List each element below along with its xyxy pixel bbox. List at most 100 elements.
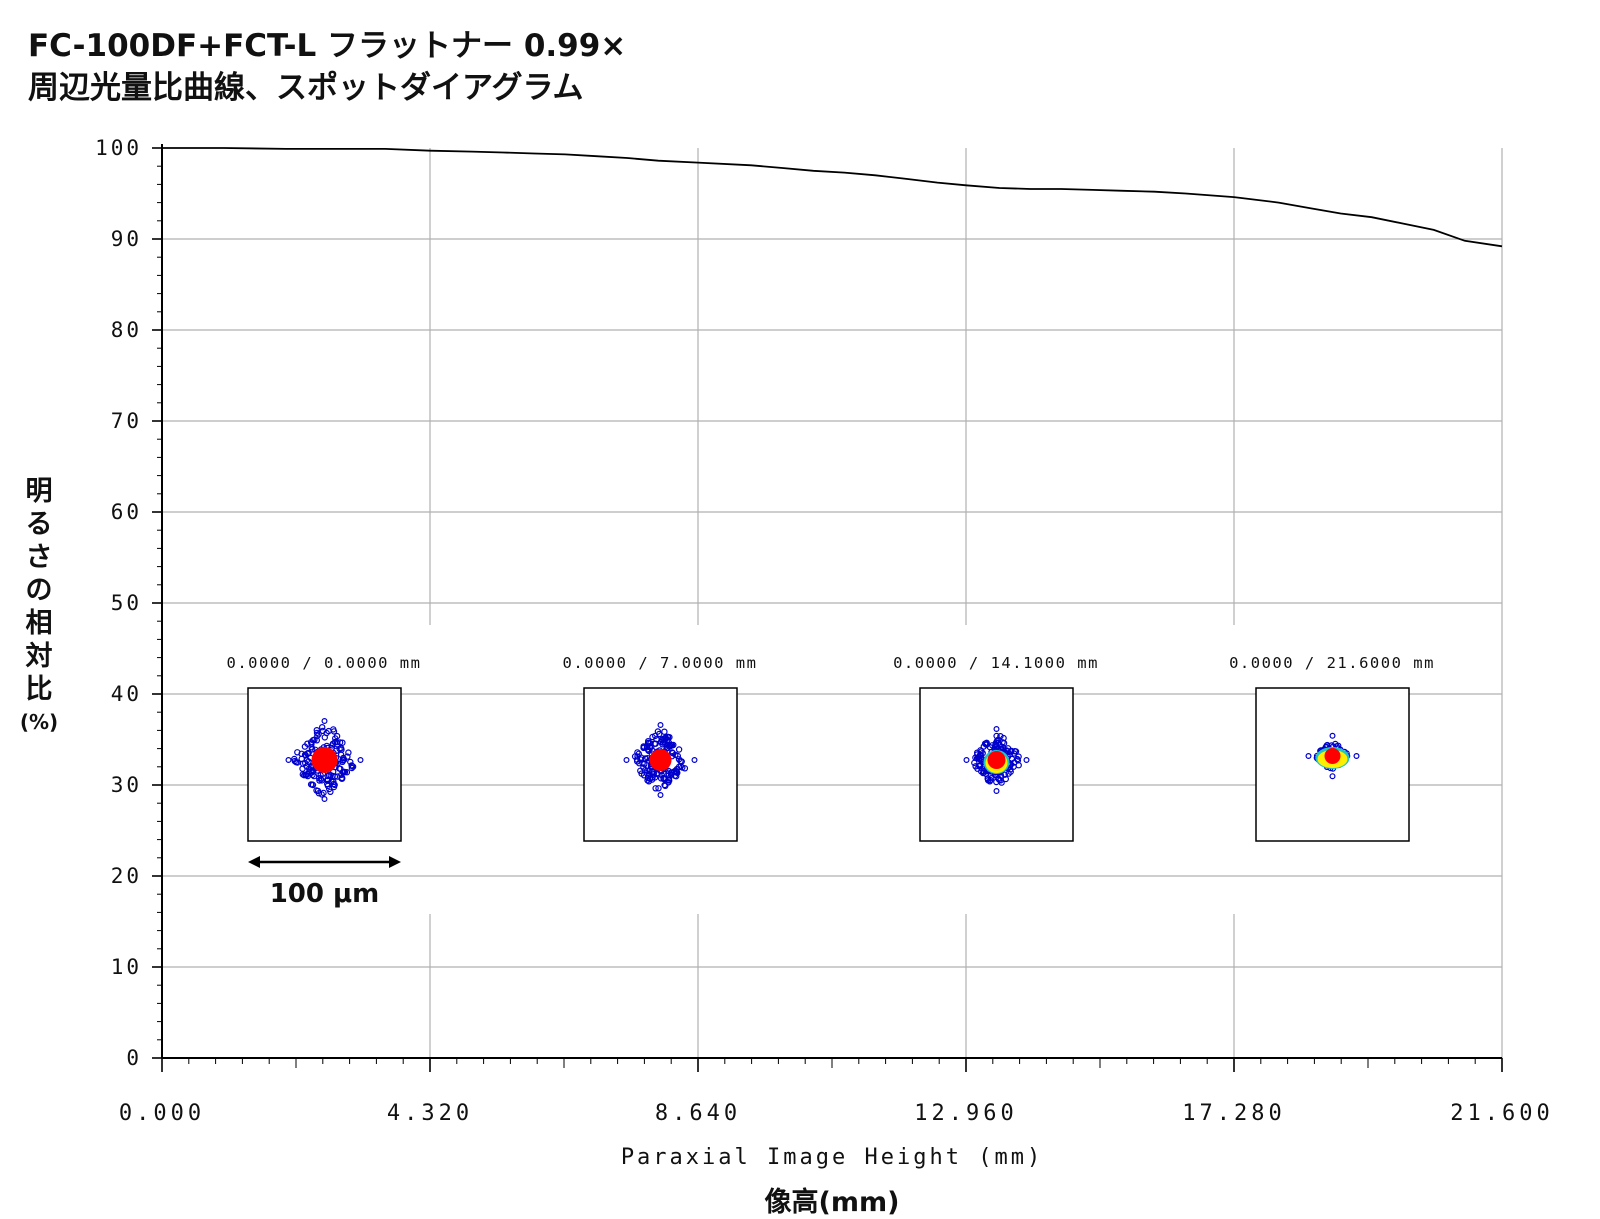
spot-ray (292, 758, 300, 766)
spot-ray (651, 768, 658, 776)
spot-ray (325, 772, 333, 779)
spot-ray (310, 772, 318, 780)
spot-ray (331, 781, 338, 789)
spot-ray (1000, 734, 1007, 742)
spot-ray (666, 777, 673, 784)
spot-ray (674, 752, 682, 760)
spot-ray (333, 732, 341, 740)
spot-ray (645, 747, 652, 754)
chart-title-line1: FC-100DF+FCT-L フラットナー 0.99× (28, 28, 627, 64)
spot-ray (313, 737, 320, 744)
spot-ray (319, 724, 326, 731)
spot-ray (343, 769, 351, 776)
x-axis-label-ja: 像高(mm) (765, 1186, 900, 1218)
x-tick-label: 12.960 (914, 1101, 1017, 1126)
spot-ray (1353, 752, 1360, 759)
spot-ray (974, 765, 981, 772)
spot-ray (670, 741, 677, 749)
y-tick-label: 80 (111, 318, 142, 342)
spot-ray (993, 787, 1000, 794)
spot-ray (668, 769, 675, 776)
vignetting-curve (162, 147, 1503, 248)
spot-ray (307, 763, 315, 771)
spot-ray (337, 744, 345, 752)
spot-ray (303, 772, 310, 779)
spot-ray (979, 769, 987, 777)
x-tick-label: 21.600 (1450, 1101, 1553, 1126)
spot-ray (993, 725, 1000, 732)
spot-ray (657, 721, 664, 728)
spot-ray (321, 795, 328, 802)
spot-ray (313, 787, 320, 794)
spot-ray (357, 756, 364, 763)
spot-ray (324, 782, 332, 790)
spot-ray (646, 743, 654, 751)
spot-ray (1014, 755, 1021, 763)
x-tick-label: 8.640 (655, 1101, 741, 1126)
spot-ray (1011, 748, 1019, 755)
spot-ray (633, 756, 641, 763)
spot-ray (668, 749, 676, 756)
y-tick-label: 100 (95, 136, 142, 160)
spot-ray (344, 753, 351, 760)
y-tick-label: 60 (111, 500, 142, 524)
spot-diagram-0: 0.0000 / 0.0000 mm (227, 654, 422, 842)
spot-ray (323, 729, 330, 737)
y-tick-label: 20 (111, 864, 142, 888)
spot-ray (675, 746, 683, 753)
x-tick-label: 17.280 (1182, 1101, 1285, 1126)
spot-field-label: 0.0000 / 0.0000 mm (227, 654, 422, 672)
spot-ray (313, 729, 321, 737)
spot-ray (339, 756, 346, 764)
spot-ray (997, 777, 1004, 784)
spot-ray (1010, 763, 1017, 770)
spot-ray (1305, 752, 1312, 759)
spot-ray (305, 749, 312, 757)
y-tick-label: 30 (111, 773, 142, 797)
spot-ray (327, 788, 334, 796)
spot-ray (667, 741, 675, 749)
y-tick-label: 70 (111, 409, 142, 433)
spot-ray (285, 756, 292, 763)
spot-diagram-2: 0.0000 / 14.1000 mm (893, 654, 1097, 842)
spot-ray (691, 756, 698, 763)
spot-core (649, 749, 672, 771)
spot-ray (657, 738, 665, 746)
chart-title-line2: 周辺光量比曲線、スポットダイアグラム (28, 70, 584, 106)
spot-ray (298, 750, 305, 758)
spot-diagram-3: 0.0000 / 21.6000 mm (1229, 654, 1433, 842)
spot-ray (321, 717, 328, 724)
spot-ray (1001, 771, 1009, 778)
spot-ray (999, 739, 1006, 746)
x-axis-label: Paraxial Image Height (mm) (621, 1145, 1043, 1170)
spot-ray (642, 755, 649, 762)
spot-ray (1332, 740, 1339, 748)
y-tick-label: 90 (111, 227, 142, 251)
spot-ray (675, 756, 683, 763)
spot-ray (1008, 748, 1015, 755)
spot-ray (1329, 732, 1336, 739)
spot-ray (657, 775, 665, 782)
spot-ray (640, 744, 647, 752)
spot-core (1324, 748, 1341, 764)
spot-ray (995, 739, 1002, 746)
spot-ray (979, 749, 986, 757)
spot-ray (348, 764, 356, 772)
y-tick-label: 50 (111, 591, 142, 615)
spot-ray (299, 760, 307, 767)
spot-ray (652, 732, 659, 740)
spot-ray (309, 746, 316, 753)
y-tick-label: 40 (111, 682, 142, 706)
spot-ray (997, 733, 1004, 740)
spot-ray (334, 773, 341, 780)
scale-bar-label: 100 μm (270, 879, 380, 909)
spot-ray (349, 763, 357, 770)
spot-core (987, 751, 1006, 769)
spot-ray (309, 781, 317, 789)
scale-bar-arrow-right (389, 856, 401, 868)
spot-ray (978, 748, 985, 755)
x-tick-label: 4.320 (387, 1101, 473, 1126)
spot-ray (640, 772, 648, 779)
y-axis-label: 明るさの相対比 (26, 476, 53, 705)
